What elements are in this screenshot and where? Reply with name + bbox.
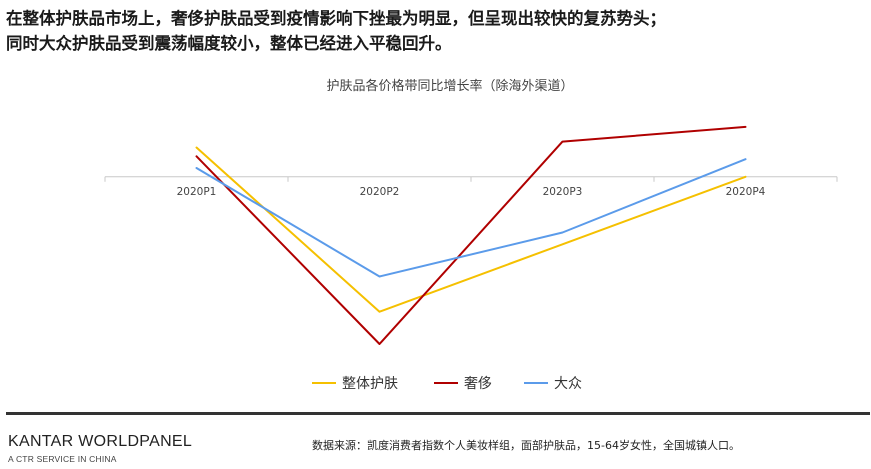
legend-label: 大众 <box>554 376 582 392</box>
kantar-logo: KANTAR WORLDPANEL <box>8 433 193 450</box>
x-tick-label: 2020P3 <box>543 186 583 198</box>
chart-title: 护肤品各价格带同比增长率（除海外渠道） <box>326 78 573 94</box>
footer-divider <box>6 412 870 415</box>
headline-line-1: 在整体护肤品市场上，奢侈护肤品受到疫情影响下挫最为明显，但呈现出较快的复苏势头； <box>6 9 666 28</box>
series-line-整体护肤 <box>195 146 747 313</box>
data-source-note: 数据来源：凯度消费者指数个人美妆样组，面部护肤品，15-64岁女性，全国城镇人口… <box>312 439 740 452</box>
x-axis: 2020P1 2020P2 2020P3 2020P4 <box>104 176 838 198</box>
line-chart: 护肤品各价格带同比增长率（除海外渠道） 2020P1 2020P2 2020P3 20… <box>104 78 838 392</box>
headline-line-2: 同时大众护肤品受到震荡幅度较小，整体已经进入平稳回升。 <box>6 34 452 53</box>
headline: 在整体护肤品市场上，奢侈护肤品受到疫情影响下挫最为明显，但呈现出较快的复苏势头；… <box>6 6 866 56</box>
x-tick-label: 2020P4 <box>726 186 766 198</box>
series-lines <box>195 125 747 345</box>
legend: 整体护肤 奢侈 大众 <box>312 376 582 392</box>
x-tick-label: 2020P2 <box>360 186 400 198</box>
x-tick-label: 2020P1 <box>177 186 217 198</box>
kantar-tagline: A CTR SERVICE IN CHINA <box>8 454 117 464</box>
series-line-大众 <box>195 158 747 278</box>
legend-label: 奢侈 <box>464 376 492 392</box>
legend-label: 整体护肤 <box>342 376 398 392</box>
series-line-奢侈 <box>195 125 747 345</box>
